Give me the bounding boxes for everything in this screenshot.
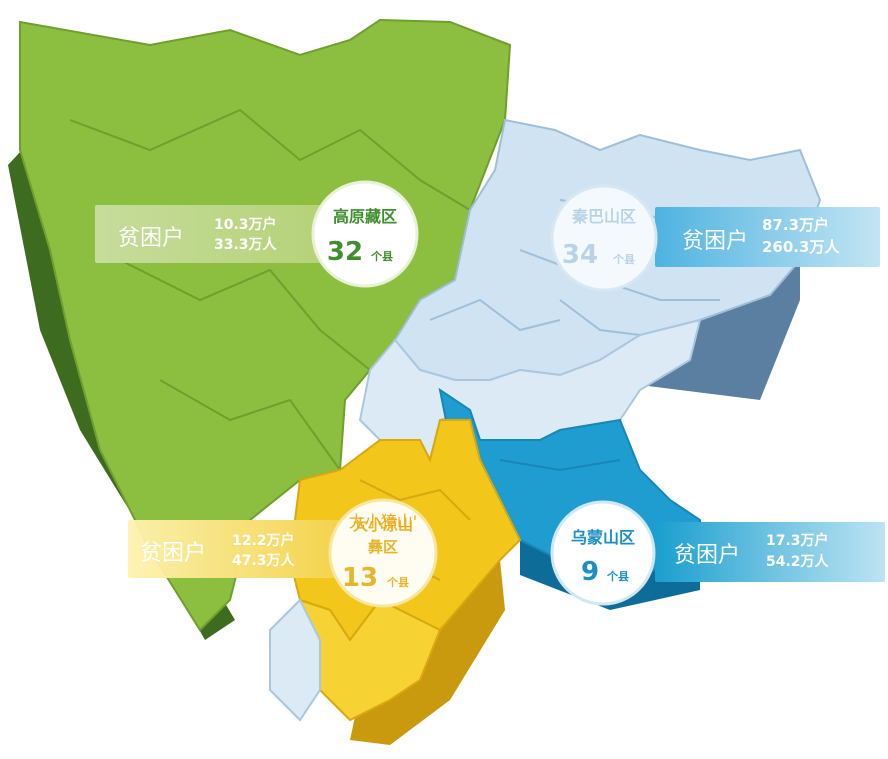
wumeng-count: 9 bbox=[581, 557, 599, 587]
qinba-stat-band bbox=[655, 207, 880, 267]
daxiaoliang-households: 12.2万户 bbox=[232, 532, 295, 549]
daxiaoliang-stat-band bbox=[128, 520, 343, 578]
daxiaoliang-count: 13 bbox=[342, 563, 378, 593]
plateau-boundary-line bbox=[119, 259, 371, 371]
wumeng-stat-band bbox=[655, 522, 885, 582]
daxiaoliang-boundary-line bbox=[359, 479, 471, 521]
overlay-caption: 尢小獐山' bbox=[349, 512, 417, 531]
daxiaoliang-name-line2: 彝区 bbox=[368, 538, 398, 556]
southern-region bbox=[269, 598, 321, 722]
qinba-boundary-line bbox=[559, 299, 641, 336]
wumeng-region-side bbox=[520, 540, 700, 610]
plateau-boundary-line bbox=[159, 379, 341, 471]
daxiaoliang-stat-label: 贫困户 bbox=[140, 541, 206, 566]
qinba-stat-label: 贫困户 bbox=[682, 229, 748, 254]
plateau-name: 高原藏区 bbox=[333, 207, 397, 226]
daxiaoliang-unit: 个县 bbox=[386, 575, 409, 589]
plateau-boundary-line bbox=[69, 108, 471, 211]
wumeng-unit: 个县 bbox=[606, 569, 629, 583]
qinba-people: 260.3万人 bbox=[762, 238, 840, 256]
wumeng-stat-label: 贫困户 bbox=[674, 543, 740, 568]
qinba-boundary-line bbox=[429, 298, 561, 332]
daxiaoliang-people: 47.3万人 bbox=[232, 552, 296, 569]
qinba-unit: 个县 bbox=[612, 252, 635, 266]
plateau-badge bbox=[311, 180, 419, 288]
plateau-stat-label: 贫困户 bbox=[118, 226, 184, 251]
wumeng-boundary-line bbox=[499, 459, 621, 472]
daxiaoliang-name-line1: 大小凉山 bbox=[353, 516, 413, 534]
qinba-name: 秦巴山区 bbox=[571, 207, 636, 226]
qinba-count: 34 bbox=[562, 240, 598, 270]
plateau-people: 33.3万人 bbox=[214, 236, 278, 253]
qinba-households: 87.3万户 bbox=[762, 216, 829, 234]
plateau-households: 10.3万户 bbox=[214, 216, 277, 233]
wumeng-name: 乌蒙山区 bbox=[571, 528, 635, 547]
wumeng-households: 17.3万户 bbox=[766, 532, 829, 549]
qinba-badge bbox=[550, 184, 658, 292]
plateau-count: 32 bbox=[327, 237, 363, 267]
wumeng-badge bbox=[550, 500, 656, 606]
plateau-unit: 个县 bbox=[370, 249, 393, 263]
plateau-stat-band bbox=[95, 205, 330, 263]
daxiaoliang-badge bbox=[328, 498, 438, 608]
wumeng-people: 54.2万人 bbox=[766, 553, 830, 570]
